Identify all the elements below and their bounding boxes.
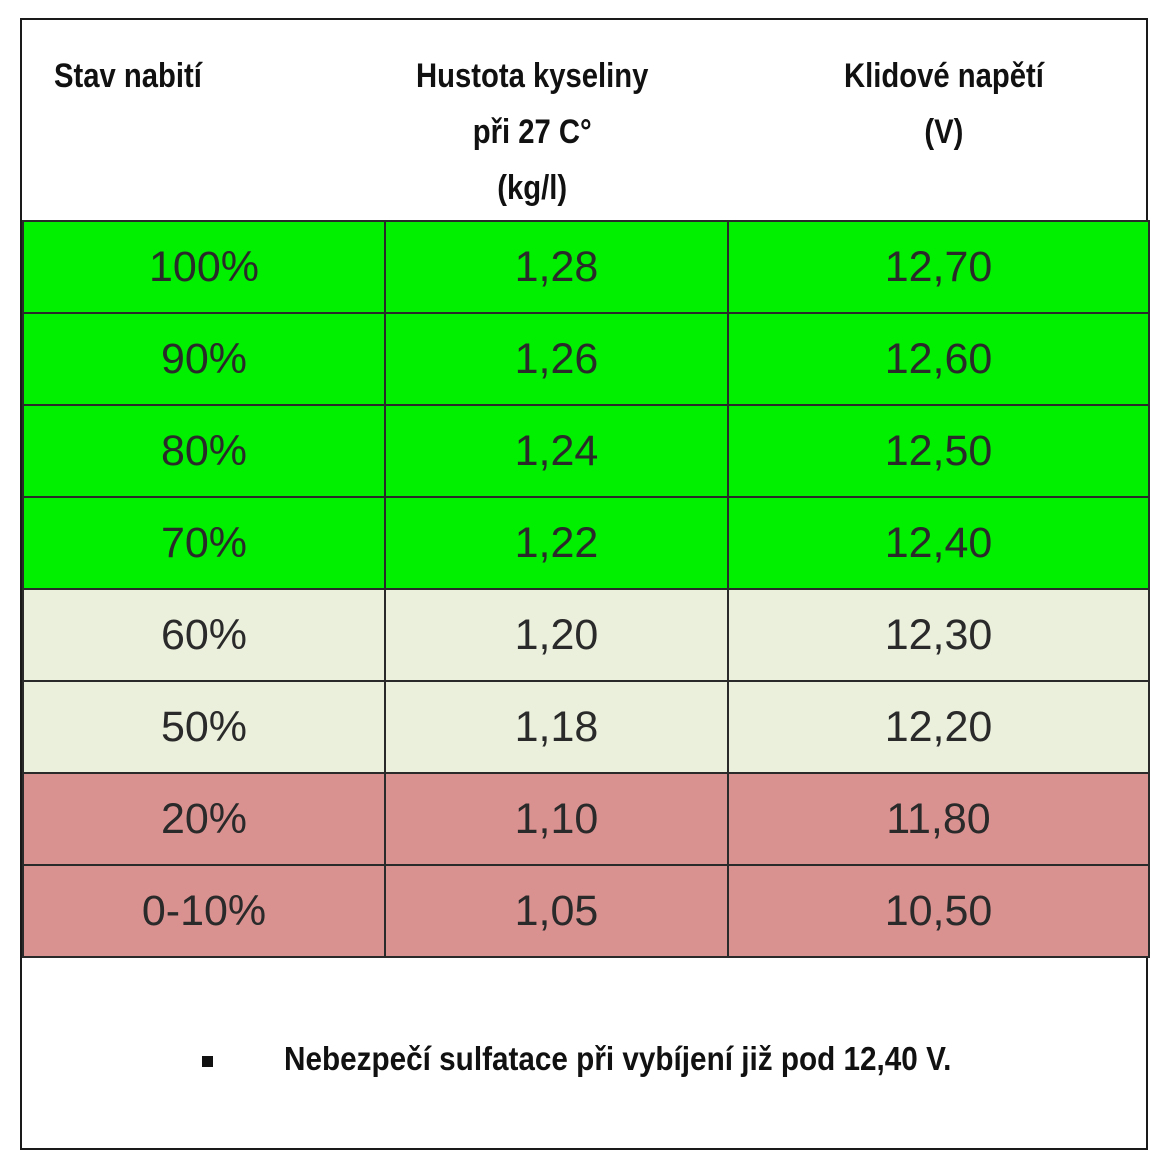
- cell-density: 1,05: [384, 864, 729, 958]
- table-row: 50% 1,18 12,20: [22, 680, 1150, 774]
- cell-voltage: 12,40: [727, 496, 1150, 590]
- cell-charge: 50%: [22, 680, 386, 774]
- table-row: 70% 1,22 12,40: [22, 496, 1150, 590]
- battery-table-frame: Stav nabití Hustota kyseliny při 27 C° (…: [20, 18, 1150, 1150]
- table-row: 60% 1,20 12,30: [22, 588, 1150, 682]
- table-row: 0-10% 1,05 10,50: [22, 864, 1150, 958]
- cell-density: 1,10: [384, 772, 729, 866]
- battery-state-table: 100% 1,28 12,70 90% 1,26 12,60 80% 1,24 12,50 70%…: [22, 220, 1150, 958]
- cell-density: 1,28: [384, 220, 729, 314]
- bullet-icon: [202, 1056, 213, 1067]
- cell-voltage: 12,60: [727, 312, 1150, 406]
- note-text: Nebezpečí sulfatace při vybíjení již pod…: [284, 1040, 952, 1077]
- table-row: 20% 1,10 11,80: [22, 772, 1150, 866]
- header-charge-state: Stav nabití: [54, 48, 202, 104]
- header-line: (V): [924, 113, 964, 151]
- cell-charge: 70%: [22, 496, 386, 590]
- table-row: 100% 1,28 12,70: [22, 220, 1150, 314]
- header-rest-voltage: Klidové napětí (V): [844, 48, 1044, 160]
- header-acid-density: Hustota kyseliny při 27 C° (kg/l): [416, 48, 648, 216]
- cell-voltage: 11,80: [727, 772, 1150, 866]
- header-line: Klidové napětí: [844, 57, 1044, 95]
- cell-voltage: 12,30: [727, 588, 1150, 682]
- cell-voltage: 10,50: [727, 864, 1150, 958]
- header-line: při 27 C°: [472, 113, 592, 151]
- cell-density: 1,24: [384, 404, 729, 498]
- header-line: (kg/l): [497, 169, 568, 207]
- header-line: Hustota kyseliny: [416, 57, 649, 95]
- cell-charge: 20%: [22, 772, 386, 866]
- table-row: 80% 1,24 12,50: [22, 404, 1150, 498]
- cell-voltage: 12,70: [727, 220, 1150, 314]
- cell-density: 1,18: [384, 680, 729, 774]
- table-row: 90% 1,26 12,60: [22, 312, 1150, 406]
- cell-density: 1,22: [384, 496, 729, 590]
- table-header: Stav nabití Hustota kyseliny při 27 C° (…: [22, 20, 1146, 220]
- cell-charge: 100%: [22, 220, 386, 314]
- cell-density: 1,26: [384, 312, 729, 406]
- cell-charge: 60%: [22, 588, 386, 682]
- cell-charge: 90%: [22, 312, 386, 406]
- cell-density: 1,20: [384, 588, 729, 682]
- cell-voltage: 12,20: [727, 680, 1150, 774]
- header-line: Stav nabití: [54, 57, 202, 95]
- cell-charge: 0-10%: [22, 864, 386, 958]
- cell-voltage: 12,50: [727, 404, 1150, 498]
- cell-charge: 80%: [22, 404, 386, 498]
